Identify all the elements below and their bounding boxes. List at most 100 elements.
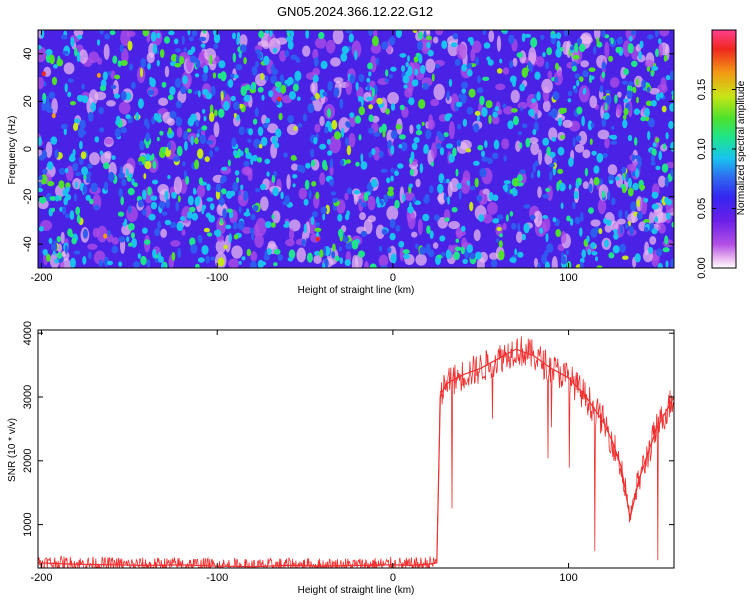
snr-frame (37, 329, 675, 569)
heatmap-cell (599, 85, 604, 93)
heatmap-cell (453, 251, 460, 260)
heatmap-cell (554, 62, 560, 71)
heatmap-cell (161, 211, 168, 216)
heatmap-cell (493, 139, 500, 150)
heatmap-cell (655, 30, 659, 38)
heatmap-cell (99, 150, 104, 156)
heatmap-cell (581, 115, 585, 127)
heatmap-cell (446, 178, 450, 184)
heatmap-cell (551, 136, 556, 142)
heatmap-cell (167, 117, 175, 126)
heatmap-cell (566, 215, 571, 222)
heatmap-cell (668, 120, 674, 130)
heatmap-cell (251, 65, 258, 76)
heatmap-cell (48, 237, 53, 244)
heatmap-cell (188, 36, 195, 42)
heatmap-cell (433, 83, 445, 101)
heatmap-cell (346, 159, 351, 164)
heatmap-cell (380, 265, 388, 268)
heatmap-cell (381, 123, 387, 134)
heatmap-cell (42, 98, 47, 104)
heatmap-cell (481, 156, 489, 162)
heatmap-cell (255, 61, 259, 68)
heatmap-cell (626, 163, 636, 171)
heatmap-cell (161, 81, 167, 88)
heatmap-cell (145, 132, 151, 142)
heatmap-cell (399, 104, 405, 111)
snr-y-tick-label: 2000 (22, 449, 34, 473)
heatmap-cell (582, 181, 589, 189)
heatmap-cell (144, 239, 151, 245)
heatmap-cell (656, 248, 663, 257)
heatmap-cell (610, 37, 614, 45)
heatmap-cell (206, 183, 211, 191)
heatmap-cell (497, 108, 503, 115)
heatmap-cell (340, 52, 348, 62)
heatmap-cell (158, 97, 169, 106)
heatmap-cell (671, 221, 674, 228)
heatmap-y-tick-label: 40 (22, 48, 34, 60)
heatmap-cell (408, 201, 412, 212)
heatmap-cell (576, 79, 580, 87)
heatmap-cell (43, 81, 47, 87)
heatmap-cell (536, 91, 541, 101)
heatmap-cell (118, 236, 126, 243)
heatmap-cell (69, 232, 74, 238)
heatmap-cell (250, 214, 256, 221)
heatmap-cell (631, 60, 638, 67)
heatmap-cell (333, 77, 344, 84)
heatmap-cell (76, 53, 81, 63)
heatmap-cell (38, 175, 43, 181)
heatmap-cell (511, 108, 518, 113)
heatmap-cell (203, 115, 207, 122)
heatmap-cell (517, 251, 524, 258)
heatmap-cell (630, 30, 637, 36)
heatmap-cell (532, 163, 536, 173)
heatmap-cell (412, 196, 416, 204)
heatmap-cell (588, 183, 593, 193)
heatmap-cell (279, 74, 285, 84)
heatmap-cell (604, 137, 610, 149)
heatmap-cell (319, 143, 327, 150)
heatmap-cell (103, 233, 108, 239)
heatmap-cell (547, 70, 553, 80)
heatmap-cell (654, 216, 659, 223)
heatmap-cell (73, 122, 79, 131)
heatmap-cell (509, 211, 514, 217)
heatmap-cell (313, 254, 322, 264)
heatmap-cell (229, 190, 236, 197)
heatmap-cell (430, 142, 437, 160)
heatmap-cell (231, 137, 237, 147)
heatmap-cell (232, 181, 239, 192)
heatmap-cell (265, 117, 271, 124)
heatmap-cell (314, 92, 320, 100)
heatmap-cell (633, 108, 641, 115)
heatmap-cell (381, 229, 388, 235)
heatmap-cell (369, 263, 377, 268)
heatmap-cell (502, 222, 507, 231)
heatmap-cell (354, 50, 358, 61)
heatmap-cell (662, 247, 670, 253)
heatmap-cell (581, 249, 586, 259)
heatmap-cell (560, 202, 564, 210)
heatmap-cell (615, 46, 622, 54)
heatmap-cell (477, 87, 484, 94)
heatmap-cell (658, 38, 662, 45)
heatmap-cell (85, 177, 91, 184)
heatmap-cell (349, 112, 355, 118)
heatmap-cell (366, 96, 374, 101)
heatmap-cell (228, 258, 240, 268)
heatmap-cell (384, 78, 390, 83)
heatmap-cell (258, 30, 265, 39)
heatmap-cell (314, 37, 327, 49)
heatmap-cell (432, 242, 439, 249)
heatmap-cell (126, 168, 129, 176)
heatmap-cell (147, 89, 155, 96)
heatmap-cell (530, 214, 536, 221)
heatmap-cell (271, 174, 276, 183)
heatmap-cell (169, 110, 177, 119)
heatmap-cell (283, 152, 288, 158)
heatmap-cell (559, 182, 566, 192)
heatmap-cell (111, 245, 119, 254)
